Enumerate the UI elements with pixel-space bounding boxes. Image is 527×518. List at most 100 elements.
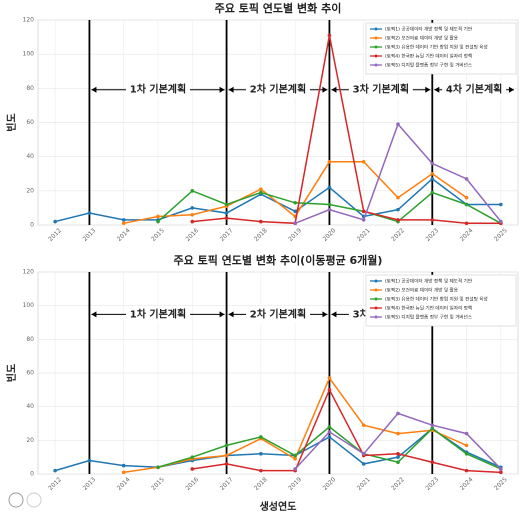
toolbar-icon[interactable] — [26, 492, 42, 508]
chart-title: 주요 토픽 연도별 변화 추이(이동평균 6개월) — [174, 253, 383, 267]
data-point — [121, 221, 126, 226]
data-point — [293, 221, 297, 226]
legend-label: (토픽1) 공공데이터 개방 정책 및 제도적 기반 — [385, 26, 473, 33]
data-point — [430, 190, 435, 195]
data-point — [430, 161, 435, 166]
y-tick-label: 0 — [30, 222, 34, 229]
data-point — [190, 455, 195, 459]
legend-box — [365, 274, 517, 327]
data-point — [190, 206, 195, 210]
data-point — [464, 195, 469, 200]
data-point — [464, 468, 469, 473]
data-point — [464, 177, 469, 181]
arrow-head — [228, 311, 234, 318]
data-point — [396, 411, 400, 416]
arrow-head — [91, 311, 97, 318]
data-point — [396, 218, 400, 222]
data-point — [53, 468, 57, 473]
data-point — [499, 470, 503, 475]
data-point — [156, 219, 160, 224]
data-point — [87, 211, 92, 215]
legend-marker — [374, 45, 378, 49]
data-point — [190, 212, 195, 217]
data-point — [499, 202, 503, 207]
data-point — [327, 430, 332, 434]
data-point — [224, 453, 229, 458]
y-axis-label: 빈도 — [5, 113, 18, 131]
data-point — [259, 190, 263, 195]
data-point — [121, 463, 126, 468]
data-point — [190, 467, 195, 471]
data-point — [327, 376, 332, 380]
legend-marker — [374, 297, 378, 301]
legend-label: (토픽3) 유용한 데이터 기반 창업 지원 및 컨설팅 육성 — [385, 296, 488, 303]
data-point — [259, 468, 263, 473]
legend-label: (토픽2) 보건의료 데이터 개방 및 활용 — [385, 35, 458, 42]
plan-label-bg — [442, 81, 507, 98]
data-point — [361, 209, 366, 214]
data-point — [396, 122, 400, 127]
y-tick-label: 100 — [23, 302, 35, 309]
data-point — [327, 425, 332, 429]
y-tick-label: 60 — [26, 370, 34, 377]
arrow-head — [509, 86, 514, 93]
data-point — [361, 218, 366, 222]
legend-label: (토픽5) 디지털 플랫폼 정부 구현 및 거버넌스 — [385, 314, 472, 321]
plan-label-bg — [246, 81, 310, 98]
legend-label: (토픽1) 공공데이터 개방 정책 및 제도적 기반 — [385, 278, 473, 285]
y-tick-label: 60 — [26, 119, 34, 126]
y-tick-label: 20 — [26, 437, 34, 444]
plan-label: 3차 기본계획 — [353, 83, 409, 96]
arrow-head — [425, 86, 431, 93]
arrow-head — [219, 86, 225, 93]
data-point — [464, 431, 469, 436]
data-point — [464, 452, 469, 456]
legend-marker — [374, 306, 378, 310]
y-tick-label: 40 — [26, 403, 34, 410]
data-point — [327, 202, 332, 207]
data-point — [259, 187, 263, 191]
arrow-head — [322, 86, 328, 93]
plan-label: 4차 기본계획 — [446, 83, 502, 96]
data-point — [121, 218, 126, 222]
arrow-head — [322, 311, 328, 318]
legend-label: (토픽4) 한국판 뉴딜 기반 데이터 일자리 정책 — [385, 305, 472, 312]
legend-label: (토픽4) 한국판 뉴딜 기반 데이터 일자리 정책 — [385, 53, 472, 60]
y-axis-label: 빈도 — [5, 364, 18, 382]
legend-marker — [374, 279, 378, 283]
arrow-head — [228, 86, 234, 93]
legend-label: (토픽2) 보건의료 데이터 개방 및 활용 — [385, 287, 458, 294]
data-point — [464, 443, 469, 448]
arrow-head — [331, 86, 337, 93]
y-tick-label: 80 — [26, 85, 34, 92]
data-point — [396, 431, 400, 436]
legend-marker — [374, 315, 378, 319]
data-point — [293, 209, 297, 214]
arrow-head — [91, 86, 97, 93]
y-tick-label: 40 — [26, 153, 34, 160]
y-tick-label: 80 — [26, 336, 34, 343]
y-tick-label: 20 — [26, 187, 34, 194]
plan-label-bg — [348, 81, 413, 98]
x-axis-label: 생성연도 — [260, 500, 297, 513]
data-point — [361, 462, 366, 466]
data-point — [499, 467, 503, 471]
legend-box — [365, 22, 517, 75]
legend-marker — [374, 54, 378, 58]
data-point — [327, 207, 332, 212]
data-point — [190, 219, 195, 224]
data-point — [499, 219, 503, 224]
plan-label-bg — [126, 81, 190, 98]
data-point — [293, 467, 297, 471]
data-point — [293, 200, 297, 205]
toolbar-icon[interactable] — [8, 492, 24, 508]
data-point — [327, 33, 332, 38]
data-point — [430, 460, 435, 465]
data-point — [396, 452, 400, 456]
plan-label: 2차 기본계획 — [250, 83, 306, 96]
plan-label: 1차 기본계획 — [130, 307, 186, 320]
data-point — [361, 452, 366, 456]
arrow-head — [331, 311, 337, 318]
